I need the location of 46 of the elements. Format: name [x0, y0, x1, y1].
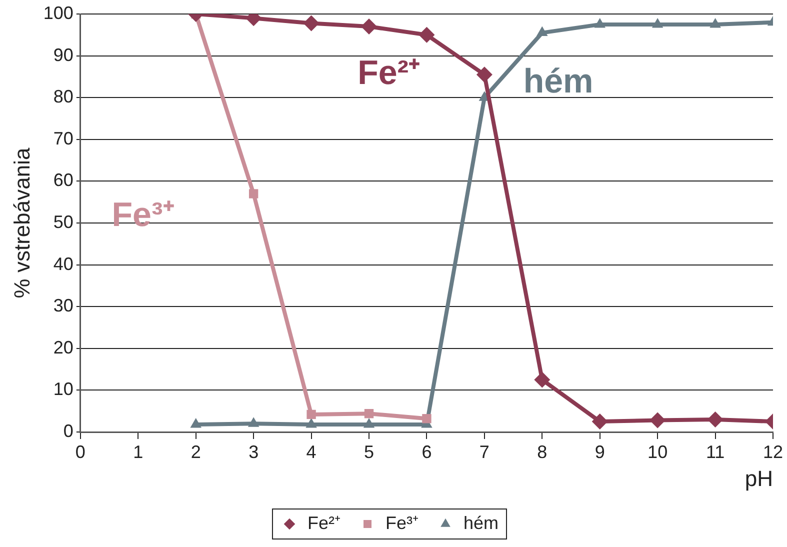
legend-label: Fe²⁺ — [307, 512, 340, 533]
point — [306, 410, 316, 420]
x-tick-label: 6 — [422, 442, 432, 462]
y-tick-label: 40 — [53, 254, 74, 274]
point — [652, 18, 664, 28]
y-tick-label: 20 — [53, 337, 74, 358]
annotation: Fe²⁺ — [358, 54, 420, 92]
y-tick-label: 80 — [53, 86, 74, 107]
x-tick-label: 2 — [190, 442, 201, 462]
point — [710, 18, 721, 28]
y-tick-label: 0 — [63, 420, 74, 441]
x-tick-label: 8 — [537, 442, 548, 462]
point — [364, 409, 374, 418]
x-tick-label: 3 — [248, 442, 259, 462]
point — [707, 411, 724, 428]
point — [650, 412, 666, 428]
y-tick-label: 30 — [53, 296, 74, 316]
point — [592, 414, 608, 430]
x-tick-label: 9 — [594, 442, 605, 462]
y-tick-label: 100 — [43, 2, 74, 23]
x-axis-title: pH — [744, 466, 773, 491]
x-tick-label: 12 — [762, 442, 784, 462]
y-tick-label: 50 — [53, 212, 74, 232]
x-tick-label: 4 — [306, 442, 316, 462]
annotation: hém — [523, 62, 594, 100]
x-tick-label: 1 — [133, 442, 144, 462]
point — [476, 66, 492, 83]
x-tick-label: 5 — [364, 442, 374, 462]
point — [534, 372, 550, 388]
point — [536, 26, 548, 36]
point — [248, 189, 258, 198]
point — [422, 414, 432, 424]
legend-label: hém — [463, 512, 499, 533]
x-tick-label: 7 — [479, 442, 490, 462]
point — [418, 26, 435, 43]
y-tick-label: 60 — [53, 170, 74, 190]
x-tick-label: 11 — [706, 442, 725, 462]
point — [594, 18, 606, 28]
x-tick-label: 10 — [648, 442, 668, 462]
y-axis-title: % vstrebávania — [9, 147, 34, 298]
point — [303, 15, 320, 32]
y-tick-label: 70 — [53, 128, 74, 148]
y-tick-label: 90 — [53, 44, 74, 65]
y-tick-label: 10 — [53, 379, 74, 400]
legend-label: Fe³⁺ — [385, 512, 418, 533]
point — [361, 18, 377, 35]
